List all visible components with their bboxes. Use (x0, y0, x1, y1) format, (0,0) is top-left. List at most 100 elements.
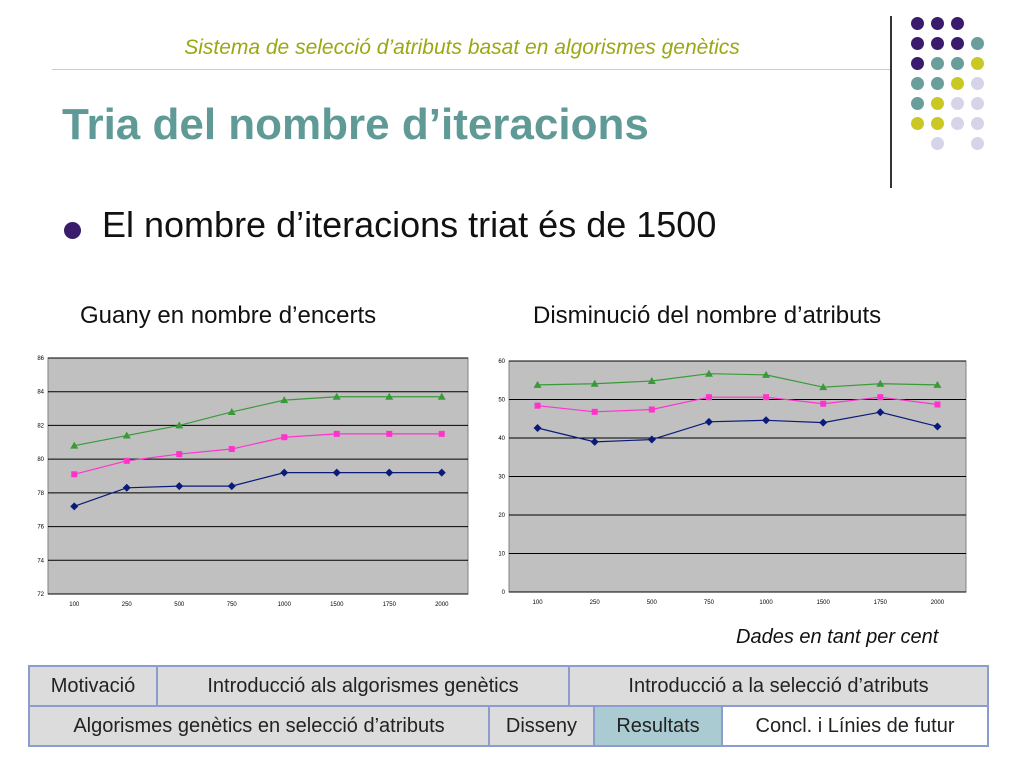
series-line (74, 396, 442, 447)
data-point-square (228, 446, 235, 453)
nav-algorismes-seleccio[interactable]: Algorismes genètics en selecció d’atribu… (28, 705, 490, 747)
series-line (537, 396, 938, 413)
series-line (537, 411, 938, 443)
y-tick-label: 72 (37, 592, 44, 598)
nav-intro-algorismes[interactable]: Introducció als algorismes genètics (156, 665, 570, 707)
x-tick-label: 100 (533, 600, 544, 606)
decorative-dot (951, 97, 964, 110)
data-point-diamond (533, 423, 542, 432)
data-point-diamond (762, 416, 771, 425)
nav-motivacio[interactable]: Motivació (28, 665, 158, 707)
decorative-dot (931, 137, 944, 150)
bullet-icon (64, 222, 81, 239)
decorative-dot (951, 37, 964, 50)
decorative-dot (911, 77, 924, 90)
series-line (537, 373, 938, 388)
nav-resultats[interactable]: Resultats (593, 705, 723, 747)
decorative-dot (931, 37, 944, 50)
data-point-diamond (332, 468, 341, 477)
vertical-divider (890, 16, 892, 188)
data-point-triangle (227, 407, 236, 415)
data-point-square (534, 402, 541, 409)
data-point-square (705, 394, 712, 401)
x-tick-label: 250 (122, 602, 133, 608)
decorative-dot (911, 57, 924, 70)
data-point-square (281, 434, 288, 441)
bullet-text: El nombre d’iteracions triat és de 1500 (102, 204, 717, 245)
data-note: Dades en tant per cent (736, 626, 939, 648)
x-tick-label: 1000 (278, 602, 292, 608)
x-tick-label: 250 (590, 600, 601, 606)
decorative-dot (931, 97, 944, 110)
plot-area (47, 357, 469, 595)
data-point-triangle (332, 392, 341, 400)
nav-disseny[interactable]: Disseny (488, 705, 595, 747)
x-tick-label: 500 (647, 600, 658, 606)
x-tick-label: 2000 (435, 602, 449, 608)
x-tick-label: 100 (69, 602, 80, 608)
data-point-triangle (590, 379, 599, 387)
nav-conclusions[interactable]: Concl. i Línies de futur (721, 705, 989, 747)
data-point-diamond (385, 468, 394, 477)
decorative-dot (931, 17, 944, 30)
header-divider (52, 69, 890, 70)
decorative-dot (971, 37, 984, 50)
data-point-square (438, 430, 445, 437)
data-point-diamond (819, 418, 828, 427)
decorative-dot (911, 37, 924, 50)
x-tick-label: 2000 (931, 600, 945, 606)
decorative-dot (911, 97, 924, 110)
y-tick-label: 40 (498, 436, 505, 442)
data-point-square (648, 406, 655, 413)
data-point-diamond (437, 468, 446, 477)
y-tick-label: 30 (498, 475, 505, 481)
y-tick-label: 84 (37, 390, 44, 396)
data-point-triangle (533, 380, 542, 388)
data-point-diamond (704, 417, 713, 426)
data-point-triangle (704, 369, 713, 377)
y-tick-label: 76 (37, 525, 44, 531)
series-line (74, 433, 442, 475)
chart-right-title: Disminució del nombre d’atributs (533, 302, 882, 329)
data-point-diamond (647, 435, 656, 444)
data-point-triangle (876, 379, 885, 387)
decorative-dot (911, 17, 924, 30)
data-point-square (591, 408, 598, 415)
header-subtitle: Sistema de selecció d’atributs basat en … (184, 36, 740, 59)
data-point-triangle (762, 370, 771, 378)
nav-intro-seleccio[interactable]: Introducció a la selecció d’atributs (568, 665, 989, 707)
data-point-square (176, 451, 183, 458)
decorative-dot (951, 57, 964, 70)
y-tick-label: 86 (37, 356, 44, 362)
y-tick-label: 0 (502, 590, 506, 596)
x-tick-label: 1750 (383, 602, 397, 608)
data-point-square (934, 401, 941, 408)
x-tick-label: 1000 (759, 600, 773, 606)
data-point-triangle (175, 421, 184, 429)
x-tick-label: 1500 (330, 602, 344, 608)
data-point-square (333, 430, 340, 437)
decorative-dot (951, 17, 964, 30)
data-point-square (386, 430, 393, 437)
data-point-diamond (175, 482, 184, 491)
data-point-square (71, 471, 78, 478)
page-title: Tria del nombre d’iteracions (62, 100, 649, 149)
decorative-dot (971, 77, 984, 90)
y-tick-label: 82 (37, 423, 44, 429)
data-point-diamond (280, 468, 289, 477)
data-point-square (877, 394, 884, 401)
decorative-dot (971, 57, 984, 70)
x-tick-label: 750 (704, 600, 715, 606)
data-point-triangle (385, 392, 394, 400)
data-point-square (123, 457, 130, 464)
chart-left-title: Guany en nombre d’encerts (80, 302, 377, 329)
decorative-dot (931, 117, 944, 130)
data-point-square (763, 394, 770, 401)
data-point-diamond (590, 437, 599, 446)
data-point-diamond (70, 502, 79, 511)
y-tick-label: 74 (37, 558, 44, 564)
data-point-triangle (933, 380, 942, 388)
decorative-dot (971, 97, 984, 110)
data-point-triangle (819, 383, 828, 391)
